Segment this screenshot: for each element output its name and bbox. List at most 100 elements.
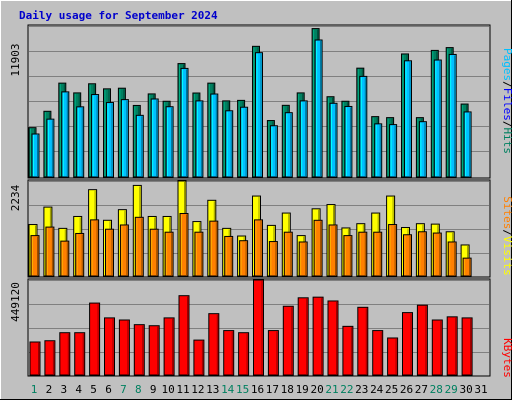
pages-bar-23: [359, 75, 368, 178]
day-label-3: 3: [60, 383, 67, 396]
day-label-15: 15: [236, 383, 249, 396]
kbytes-bar-21: [327, 300, 339, 376]
pages-bar-12: [195, 100, 204, 178]
sites-bar-6: [105, 228, 114, 277]
legend-visits: Visits: [501, 236, 512, 276]
svg-text:KBytes: KBytes: [501, 338, 512, 378]
pages-bar-30: [463, 111, 472, 178]
sites-bar-18: [283, 231, 293, 277]
kbytes-bar-23: [357, 306, 369, 376]
pages-bar-25: [389, 124, 398, 178]
hits-legend: Pages/Files/Hits: [501, 48, 512, 154]
pages-bar-13: [210, 93, 219, 178]
day-label-13: 13: [206, 383, 219, 396]
day-label-7: 7: [120, 383, 127, 396]
sites-bar-11: [179, 212, 189, 277]
sites-bar-13: [209, 220, 219, 277]
sites-bar-14: [224, 235, 234, 277]
sites-bar-30: [462, 257, 472, 277]
sites-bar-4: [75, 232, 85, 277]
day-label-22: 22: [340, 383, 353, 396]
legend-kbytes: KBytes: [501, 338, 512, 378]
kbytes-bar-30: [461, 317, 473, 376]
pages-bar-18: [284, 112, 293, 178]
day-label-4: 4: [75, 383, 82, 396]
sites-bar-24: [373, 231, 383, 277]
sites-bar-1: [30, 235, 40, 277]
day-label-29: 29: [445, 383, 458, 396]
day-label-17: 17: [266, 383, 279, 396]
day-label-28: 28: [430, 383, 443, 396]
day-label-14: 14: [221, 383, 235, 396]
kbytes-bar-28: [431, 319, 443, 376]
kbytes-bar-6: [104, 317, 115, 376]
pages-bar-15: [240, 106, 249, 178]
sites-bar-26: [403, 234, 412, 277]
kbytes-bar-17: [267, 330, 279, 376]
legend-sites: Sites: [501, 196, 512, 229]
kbytes-bar-19: [297, 297, 309, 376]
visits-legend: Sites/Visits: [501, 196, 512, 276]
kbytes-max-label: 449120: [9, 282, 22, 322]
sites-bar-25: [388, 224, 398, 277]
chart-title: Daily usage for September 2024: [19, 9, 218, 22]
pages-bar-1: [31, 133, 40, 178]
sites-bar-22: [343, 235, 353, 277]
kbytes-bar-18: [282, 305, 294, 376]
kbytes-bar-4: [74, 332, 86, 376]
day-label-10: 10: [161, 383, 174, 396]
pages-bar-4: [76, 106, 85, 178]
day-labels: 1 2 3 4 5 6 7 8 9 10 11 12 13 14 15 16 17 18 19 20 21 22 23 24 2…: [31, 383, 488, 396]
kbytes-bar-29: [446, 316, 458, 376]
pages-bar-6: [106, 102, 114, 178]
day-label-6: 6: [105, 383, 112, 396]
day-label-5: 5: [90, 383, 97, 396]
svg-text:Pages/Files/Hits: Pages/Files/Hits: [501, 48, 512, 154]
kbytes-bar-3: [59, 332, 71, 376]
kbytes-bar-7: [118, 319, 130, 376]
sites-bar-10: [164, 231, 174, 277]
kbytes-bar-15: [238, 332, 250, 376]
legend-files: Files: [501, 88, 512, 121]
kbytes-bar-22: [342, 325, 354, 376]
kbytes-bar-1: [29, 341, 41, 376]
pages-bar-16: [255, 52, 263, 178]
legend-pages: Pages: [501, 48, 512, 81]
sites-bar-17: [268, 241, 278, 277]
day-label-19: 19: [296, 383, 309, 396]
pages-bar-20: [314, 39, 323, 178]
pages-bar-11: [180, 67, 189, 178]
kbytes-bar-5: [89, 302, 101, 376]
kbytes-bar-20: [312, 296, 324, 376]
sites-bar-27: [417, 231, 427, 277]
pages-bar-10: [165, 106, 174, 178]
day-label-18: 18: [281, 383, 294, 396]
sites-bar-20: [313, 219, 323, 277]
day-label-27: 27: [415, 383, 428, 396]
pages-bar-17: [269, 125, 278, 178]
day-label-30: 30: [459, 383, 472, 396]
pages-bar-19: [299, 100, 308, 178]
pages-bar-2: [46, 118, 55, 178]
sites-bar-7: [119, 224, 129, 277]
bars-layer: [28, 28, 473, 376]
pages-bar-27: [418, 121, 427, 178]
kbytes-bar-16: [253, 279, 264, 376]
kbytes-legend: KBytes: [501, 338, 512, 378]
kbytes-panel: [27, 278, 491, 377]
pages-bar-5: [91, 94, 100, 178]
sites-bar-21: [328, 224, 338, 277]
day-label-9: 9: [150, 383, 157, 396]
pages-bar-29: [448, 53, 457, 178]
kbytes-bar-11: [178, 295, 190, 376]
pages-bar-24: [374, 123, 383, 178]
pages-bar-26: [404, 60, 412, 178]
kbytes-bar-9: [148, 325, 160, 376]
sites-bar-8: [134, 216, 144, 277]
kbytes-bar-26: [402, 312, 413, 376]
sites-bar-28: [432, 232, 442, 277]
visits-panel: [27, 179, 491, 278]
sites-bar-3: [60, 240, 70, 277]
day-label-2: 2: [46, 383, 53, 396]
